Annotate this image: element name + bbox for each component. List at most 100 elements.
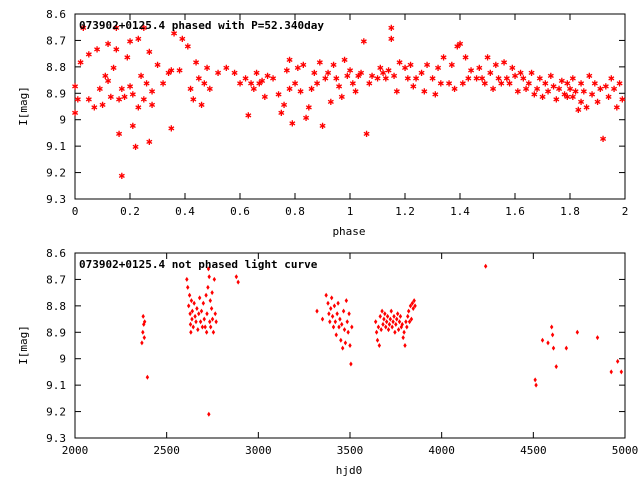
phased-data-point: ✱ [366, 77, 373, 90]
phased-data-point: ✱ [99, 98, 106, 111]
unphased-data-point [381, 321, 385, 327]
phased-y-tick-label: 8.8 [46, 61, 66, 74]
phased-data-point: ✱ [374, 71, 381, 84]
phased-data-point: ✱ [300, 58, 307, 71]
unphased-y-label: I[mag] [17, 325, 30, 365]
unphased-data-point [327, 311, 331, 317]
phased-data-point: ✱ [385, 64, 392, 77]
phased-data-point: ✱ [564, 77, 571, 90]
phased-data-point: ✱ [303, 111, 310, 124]
phased-data-point: ✱ [278, 106, 285, 119]
unphased-data-point [211, 329, 216, 335]
unphased-data-point [349, 361, 353, 367]
unphased-data-point [384, 324, 388, 330]
unphased-data-point [201, 300, 206, 306]
phased-data-point: ✱ [358, 66, 365, 79]
phased-data-point: ✱ [143, 77, 150, 90]
phased-data-point: ✱ [402, 61, 409, 74]
phased-data-point: ✱ [94, 42, 101, 55]
unphased-data-point [380, 308, 384, 314]
unphased-data-point [210, 316, 215, 322]
phased-data-point: ✱ [113, 42, 120, 55]
unphased-data-point [395, 316, 399, 322]
phased-data-point: ✱ [124, 50, 131, 63]
unphased-data-point [234, 274, 239, 280]
unphased-data-point [208, 298, 212, 304]
phased-data-point: ✱ [215, 66, 222, 79]
unphased-data-point [384, 319, 389, 325]
phased-data-point: ✱ [468, 64, 475, 77]
phased-data-point: ✱ [80, 21, 87, 34]
unphased-data-point [329, 306, 333, 311]
phased-data-point: ✱ [481, 77, 488, 90]
unphased-x-tick-label: 4000 [428, 444, 455, 457]
phased-data-point: ✱ [289, 116, 296, 129]
phased-data-point: ✱ [484, 50, 491, 63]
unphased-data-point [346, 329, 350, 335]
unphased-data-point [394, 321, 398, 327]
phased-data-point: ✱ [583, 101, 590, 114]
unphased-data-point [350, 324, 354, 330]
phased-data-point: ✱ [121, 90, 128, 103]
phased-data-point: ✱ [531, 87, 538, 100]
phased-y-tick-label: 9.1 [46, 140, 66, 153]
unphased-data-point [564, 345, 569, 351]
phased-data-point: ✱ [179, 32, 186, 45]
phased-data-point: ✱ [105, 74, 112, 87]
phased-data-point: ✱ [333, 71, 340, 84]
phased-data-point: ✱ [344, 69, 351, 82]
unphased-data-point [375, 337, 380, 343]
phased-data-point: ✱ [316, 56, 323, 69]
phased-data-point: ✱ [594, 95, 601, 108]
phased-data-point: ✱ [569, 71, 576, 84]
unphased-data-point [383, 311, 387, 317]
unphased-data-point [142, 335, 146, 341]
unphased-data-point [339, 337, 343, 343]
phased-data-point: ✱ [569, 90, 576, 103]
phased-data-point: ✱ [355, 69, 362, 82]
unphased-data-point [191, 324, 195, 330]
phased-data-point: ✱ [369, 69, 376, 82]
phased-data-point: ✱ [171, 27, 178, 40]
phased-data-point: ✱ [140, 93, 147, 106]
unphased-data-point [376, 324, 381, 330]
unphased-data-point [190, 316, 194, 322]
phased-data-point: ✱ [363, 127, 370, 140]
phased-data-point: ✱ [352, 85, 359, 98]
unphased-data-point [483, 263, 488, 269]
unphased-data-point [204, 292, 208, 298]
phased-data-point: ✱ [421, 85, 428, 98]
unphased-data-point [406, 313, 410, 319]
unphased-y-tick-label: 8.6 [46, 247, 66, 260]
phased-y-tick-label: 9.3 [46, 193, 66, 206]
unphased-data-point [210, 290, 214, 296]
unphased-data-point [389, 308, 393, 314]
phased-data-point: ✱ [294, 61, 301, 74]
phased-data-point: ✱ [308, 82, 315, 95]
phased-data-point: ✱ [264, 69, 271, 82]
phased-data-point: ✱ [176, 64, 183, 77]
unphased-data-point [141, 329, 145, 335]
phased-data-point: ✱ [325, 66, 332, 79]
phased-data-point: ✱ [393, 85, 400, 98]
unphased-x-label: hjd0 [336, 464, 363, 477]
phased-data-point: ✱ [129, 87, 136, 100]
phased-data-point: ✱ [591, 77, 598, 90]
phased-data-point: ✱ [286, 82, 293, 95]
unphased-data-point [330, 313, 335, 319]
unphased-data-point [336, 300, 340, 306]
phased-y-label: I[mag] [17, 86, 30, 126]
unphased-data-point [189, 329, 193, 335]
unphased-data-point [202, 316, 206, 322]
unphased-data-point [347, 311, 351, 317]
phased-data-point: ✱ [424, 58, 431, 71]
unphased-data-point [391, 319, 395, 325]
unphased-data-point [192, 300, 196, 306]
phased-data-point: ✱ [223, 61, 230, 74]
unphased-data-point [393, 329, 397, 335]
phased-data-point: ✱ [160, 77, 167, 90]
phased-data-point: ✱ [602, 79, 609, 92]
phased-data-point: ✱ [245, 108, 252, 121]
phased-x-tick-label: 1 [347, 205, 354, 218]
unphased-y-tick-label: 8.9 [46, 326, 66, 339]
